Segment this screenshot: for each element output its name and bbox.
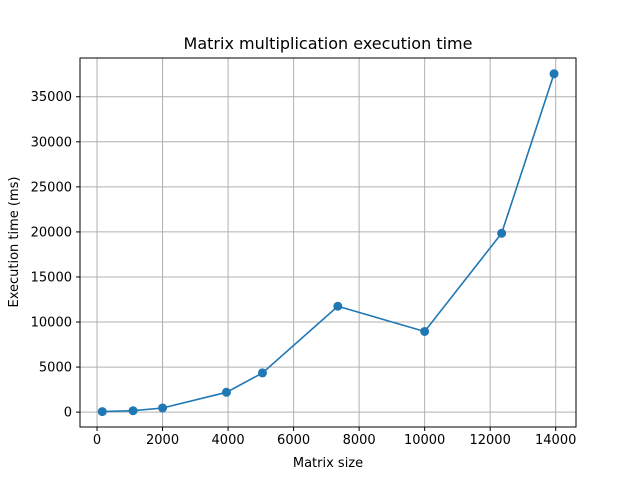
data-point bbox=[420, 326, 430, 336]
y-tick-label: 25000 bbox=[31, 180, 72, 195]
data-point bbox=[549, 69, 559, 79]
data-point bbox=[97, 407, 107, 417]
data-point bbox=[497, 228, 507, 238]
y-tick-label: 5000 bbox=[39, 361, 72, 376]
x-tick-label: 2000 bbox=[146, 433, 179, 448]
y-tick-label: 35000 bbox=[31, 90, 72, 105]
data-point bbox=[221, 387, 231, 397]
x-axis-label: Matrix size bbox=[293, 456, 363, 471]
y-tick-label: 20000 bbox=[31, 225, 72, 240]
data-point bbox=[128, 406, 138, 416]
x-tick-label: 14000 bbox=[535, 433, 576, 448]
data-point bbox=[333, 301, 343, 311]
x-tick-label: 12000 bbox=[469, 433, 510, 448]
y-tick-label: 15000 bbox=[31, 270, 72, 285]
y-tick-label: 0 bbox=[64, 406, 72, 421]
data-layer bbox=[97, 69, 559, 417]
x-tick-label: 0 bbox=[93, 433, 101, 448]
y-tick-label: 10000 bbox=[31, 316, 72, 331]
x-tick-label: 4000 bbox=[212, 433, 245, 448]
x-tick-label: 8000 bbox=[343, 433, 376, 448]
y-tick-label: 30000 bbox=[31, 135, 72, 150]
chart-title: Matrix multiplication execution time bbox=[184, 34, 473, 53]
tick-layer: 0 2000 4000 6000 8000 10000 12000 14000 0 5000 100… bbox=[31, 90, 577, 448]
y-axis-label: Execution time (ms) bbox=[7, 176, 22, 307]
data-point bbox=[158, 403, 168, 413]
grid-layer bbox=[80, 58, 576, 427]
x-tick-label: 10000 bbox=[404, 433, 445, 448]
data-point bbox=[257, 368, 267, 378]
x-tick-label: 6000 bbox=[277, 433, 310, 448]
plot-frame bbox=[79, 57, 577, 428]
